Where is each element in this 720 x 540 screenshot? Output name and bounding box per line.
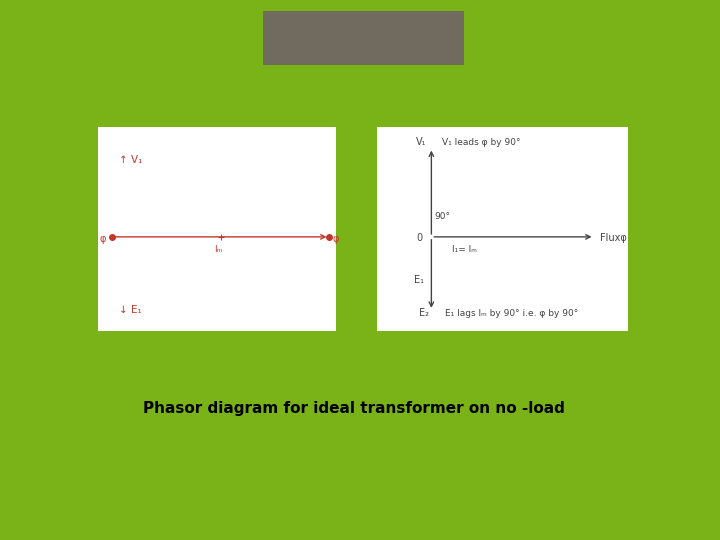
Text: 0: 0 <box>416 233 423 243</box>
Bar <box>377 127 629 331</box>
Text: V₁: V₁ <box>416 137 427 147</box>
Text: ↑ V₁: ↑ V₁ <box>119 155 142 165</box>
Text: Fluxφ: Fluxφ <box>600 233 627 243</box>
Text: V₁ leads φ by 90°: V₁ leads φ by 90° <box>441 138 520 147</box>
Text: Phasor diagram for ideal transformer on no -load: Phasor diagram for ideal transformer on … <box>143 401 564 416</box>
Text: ↓ E₁: ↓ E₁ <box>119 305 141 315</box>
Text: E₁: E₁ <box>415 275 424 285</box>
Text: I₁= Iₘ: I₁= Iₘ <box>451 245 477 254</box>
Text: 90°: 90° <box>435 212 451 221</box>
Text: Iₘ: Iₘ <box>214 245 222 254</box>
Bar <box>81 112 652 347</box>
Bar <box>99 127 336 331</box>
Text: E₁ lags Iₘ by 90° i.e. φ by 90°: E₁ lags Iₘ by 90° i.e. φ by 90° <box>445 309 578 318</box>
Text: φ: φ <box>333 234 339 244</box>
Text: E₂: E₂ <box>419 308 429 318</box>
Text: φ: φ <box>99 234 106 244</box>
